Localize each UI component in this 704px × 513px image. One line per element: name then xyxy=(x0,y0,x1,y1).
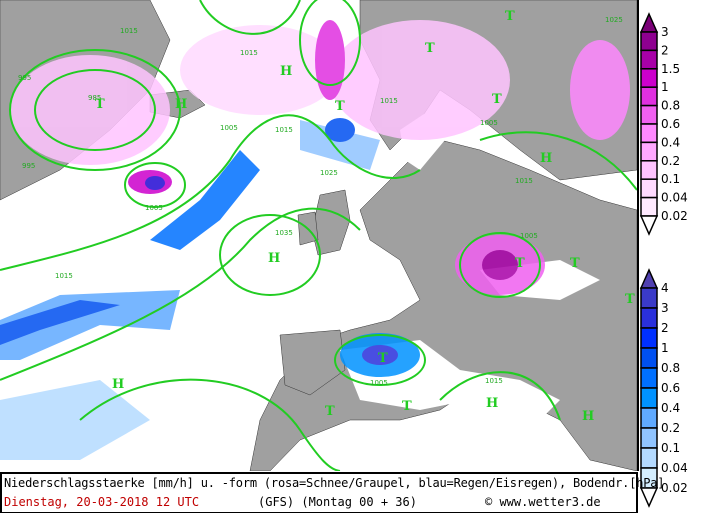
legend-swatch xyxy=(640,287,658,309)
legend-bottom-arrow xyxy=(639,487,659,508)
low-pressure-marker: T xyxy=(402,399,412,414)
legend-swatch xyxy=(640,160,658,180)
legend-swatch xyxy=(640,49,658,70)
color-legends: 3 2 1.5 1 0.8 0.6 0.4 0.2 0.1 0.04 0.02 4 3 2 1 0.8 0.6… xyxy=(639,12,688,508)
isobar-label: 1015 xyxy=(485,377,503,385)
low-pressure-marker: T xyxy=(95,97,105,112)
legend-swatch xyxy=(640,123,658,144)
legend-label: 0.2 xyxy=(661,154,680,168)
legend-swatch xyxy=(640,407,658,429)
isobar-label: 1015 xyxy=(120,27,138,35)
pressure-centers: H H H H H H H T T T T T T T T T T T xyxy=(95,9,635,424)
isobar-label: 985 xyxy=(88,94,101,102)
model-run: (GFS) (Montag 00 + 36) xyxy=(258,495,417,509)
rain-precipitation-areas xyxy=(0,118,420,460)
low-pressure-marker: T xyxy=(325,404,335,419)
high-pressure-marker: H xyxy=(112,377,124,392)
legend-label: 1 xyxy=(661,341,669,355)
precipitation-pressure-map: 1015 995 985 995 1005 1005 1015 1015 102… xyxy=(0,0,639,471)
map-caption: Niederschlagsstaerke [mm/h] u. -form (ro… xyxy=(0,472,665,513)
legend-label: 0.8 xyxy=(661,361,680,375)
legend-label: 0.1 xyxy=(661,441,680,455)
legend-swatch xyxy=(640,104,658,125)
isobar-label: 1015 xyxy=(55,272,73,280)
high-pressure-marker: H xyxy=(582,409,594,424)
legend-label: 3 xyxy=(661,25,669,39)
isobar-label: 1005 xyxy=(480,119,498,127)
isobar-label: 1025 xyxy=(320,169,338,177)
legend-label: 0.02 xyxy=(661,209,688,223)
legend-swatch xyxy=(640,347,658,369)
isobar-label: 1015 xyxy=(515,177,533,185)
legend-swatch xyxy=(640,31,658,52)
isobar-label: 1025 xyxy=(605,16,623,24)
high-pressure-marker: H xyxy=(486,396,498,411)
low-pressure-marker: T xyxy=(425,41,435,56)
low-pressure-marker: T xyxy=(570,256,580,271)
high-pressure-marker: H xyxy=(540,151,552,166)
isobar-label: 1005 xyxy=(220,124,238,132)
low-pressure-marker: T xyxy=(505,9,515,24)
legend-swatch xyxy=(640,68,658,88)
snow-intensity-legend: 3 2 1.5 1 0.8 0.6 0.4 0.2 0.1 0.04 0.02 xyxy=(639,12,688,236)
legend-top-arrow xyxy=(639,12,659,33)
legend-label: 0.04 xyxy=(661,461,688,475)
legend-swatch xyxy=(640,427,658,449)
isobar-label: 1005 xyxy=(370,379,388,387)
low-pressure-marker: T xyxy=(625,292,635,307)
isobar-label: 1005 xyxy=(145,204,163,212)
legend-label: 1 xyxy=(661,80,669,94)
isobar-label: 1005 xyxy=(520,232,538,240)
high-pressure-marker: H xyxy=(175,97,187,112)
legend-bottom-arrow xyxy=(639,215,659,236)
legend-label: 0.1 xyxy=(661,172,680,186)
legend-swatch xyxy=(640,86,658,107)
legend-swatch xyxy=(640,141,658,162)
low-pressure-marker: T xyxy=(378,351,388,366)
legend-label: 0.4 xyxy=(661,401,680,415)
legend-label: 2 xyxy=(661,43,669,57)
legend-label: 0.6 xyxy=(661,381,680,395)
legend-label: 4 xyxy=(661,281,669,295)
high-pressure-marker: H xyxy=(268,251,280,266)
legend-label: 0.04 xyxy=(661,191,688,205)
legend-swatch xyxy=(640,367,658,389)
legend-top-arrow xyxy=(639,268,659,289)
legend-label: 2 xyxy=(661,321,669,335)
legend-label: 1.5 xyxy=(661,62,680,76)
legend-swatch xyxy=(640,307,658,329)
isobars xyxy=(0,0,637,471)
isobar-labels: 1015 995 985 995 1005 1005 1015 1015 102… xyxy=(18,16,623,387)
legend-swatch xyxy=(640,178,658,199)
legend-label: 0.4 xyxy=(661,135,680,149)
isobar-label: 995 xyxy=(22,162,35,170)
copyright-link[interactable]: © www.wetter3.de xyxy=(485,495,601,509)
low-pressure-marker: T xyxy=(492,92,502,107)
isobar-label: 1035 xyxy=(275,229,293,237)
isobar-label: 1015 xyxy=(380,97,398,105)
caption-title: Niederschlagsstaerke [mm/h] u. -form (ro… xyxy=(4,476,665,490)
legend-swatch xyxy=(640,387,658,409)
legend-label: 0.8 xyxy=(661,99,680,113)
rain-intensity-legend: 4 3 2 1 0.8 0.6 0.4 0.2 0.1 0.04 0.02 xyxy=(639,268,688,508)
isobar-label: 995 xyxy=(18,74,31,82)
valid-time: Dienstag, 20-03-2018 12 UTC xyxy=(4,495,200,509)
legend-label: 3 xyxy=(661,301,669,315)
legend-swatch xyxy=(640,196,658,217)
isobar-label: 1015 xyxy=(240,49,258,57)
legend-swatch xyxy=(640,447,658,469)
low-pressure-marker: T xyxy=(335,99,345,114)
legend-swatch xyxy=(640,327,658,349)
legend-label: 0.2 xyxy=(661,421,680,435)
low-pressure-marker: T xyxy=(515,256,525,271)
high-pressure-marker: H xyxy=(280,64,292,79)
isobar-label: 1015 xyxy=(275,126,293,134)
legend-label: 0.02 xyxy=(661,481,688,495)
legend-label: 0.6 xyxy=(661,117,680,131)
